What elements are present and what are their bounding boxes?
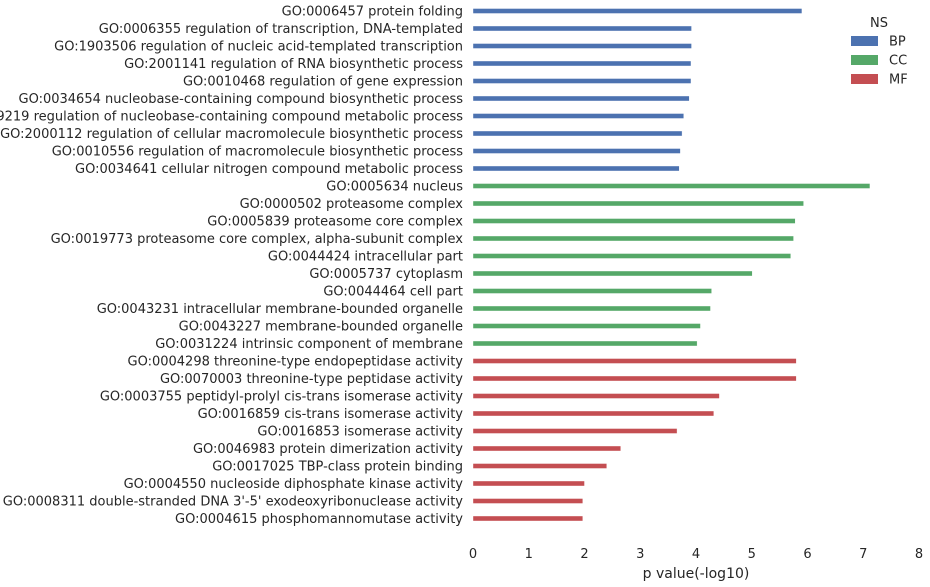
x-tick-label: 4 [692,547,700,562]
category-label: GO:0004550 nucleoside diphosphate kinase… [124,477,464,492]
x-tick-label: 2 [580,547,588,562]
bar [472,428,678,434]
bar [472,498,584,504]
x-tick-label: 8 [915,547,923,562]
category-label: GO:0005839 proteasome core complex [207,215,463,230]
bar [472,305,711,312]
bars-group [472,8,871,522]
bar [472,288,712,294]
category-label: GO:0005634 nucleus [326,180,463,195]
bar [472,200,804,207]
x-tick-label: 5 [748,547,756,562]
category-label: GO:0004298 threonine-type endopeptidase … [128,355,464,370]
bar [472,218,796,224]
category-label: GO:0010468 regulation of gene expression [183,75,463,90]
x-tick-label: 0 [469,547,477,562]
legend-label: BP [889,35,906,50]
category-label: GO:0017025 TBP-class protein binding [212,460,463,475]
legend-swatch [851,36,878,46]
legend-swatch [851,74,878,84]
category-label: GO:0046983 protein dimerization activity [193,442,463,457]
category-label: GO:0070003 threonine-type peptidase acti… [160,372,463,387]
category-label: GO:2000112 regulation of cellular macrom… [0,127,463,142]
bar [472,410,715,417]
bar [472,25,692,32]
category-label: GO:0019219 regulation of nucleobase-cont… [0,110,463,125]
bar [472,8,803,14]
bar [472,113,684,119]
category-label: GO:0016859 cis-trans isomerase activity [198,407,464,422]
bar [472,445,621,452]
category-label: GO:0000502 proteasome complex [240,197,464,212]
category-label: GO:0010556 regulation of macromolecule b… [52,145,463,160]
category-label: GO:0003755 peptidyl-prolyl cis-trans iso… [100,390,463,405]
bar [472,270,753,277]
category-label: GO:0008311 double-stranded DNA 3'-5' exo… [3,495,464,510]
category-label: GO:0004615 phosphomannomutase activity [175,512,463,527]
category-label: GO:0043231 intracellular membrane-bounde… [97,302,463,317]
x-tick-label: 1 [525,547,533,562]
category-label: GO:0034641 cellular nitrogen compound me… [75,162,463,177]
bar [472,183,871,189]
legend-label: MF [889,73,908,88]
category-label: GO:0019773 proteasome core complex, alph… [51,232,464,247]
bar [472,253,791,259]
category-label: GO:2001141 regulation of RNA biosyntheti… [124,57,463,72]
x-tick-label: 3 [636,547,644,562]
bar [472,323,701,329]
category-label: GO:0044424 intracellular part [268,250,463,265]
category-label: GO:0043227 membrane-bounded organelle [179,320,463,335]
x-tick-label: 6 [803,547,811,562]
category-label: GO:0006355 regulation of transcription, … [99,22,463,37]
category-label: GO:0006457 protein folding [282,5,463,20]
bar [472,165,680,172]
x-axis-label: p value(-log10) [643,566,750,582]
category-label: GO:0016853 isomerase activity [257,425,463,440]
bar [472,78,692,84]
category-label: GO:0005737 cytoplasm [309,267,463,282]
legend: NS BP CC MF [851,16,908,88]
bar [472,235,794,242]
bar [472,463,608,469]
category-label: GO:0044464 cell part [323,285,463,300]
category-label: GO:0031224 intrinsic component of membra… [155,337,463,352]
legend-title: NS [870,16,888,31]
bar [472,375,797,382]
bar [472,95,690,102]
bar [472,130,683,137]
legend-label: CC [889,54,907,69]
bar [472,480,585,487]
bar [472,515,584,522]
category-label: GO:0034654 nucleobase-containing compoun… [19,92,464,107]
bar [472,148,681,154]
bar [472,43,692,49]
bar [472,60,692,67]
bar [472,340,698,347]
x-tick-label: 7 [859,547,867,562]
bar [472,393,720,399]
bar [472,358,797,364]
legend-swatch [851,55,878,65]
category-labels-group: GO:0006457 protein folding GO:0006355 reg… [0,5,463,528]
category-label: GO:1903506 regulation of nucleic acid-te… [54,40,463,55]
x-axis-ticks-group: 0 1 2 3 4 5 6 7 8 [469,547,923,562]
